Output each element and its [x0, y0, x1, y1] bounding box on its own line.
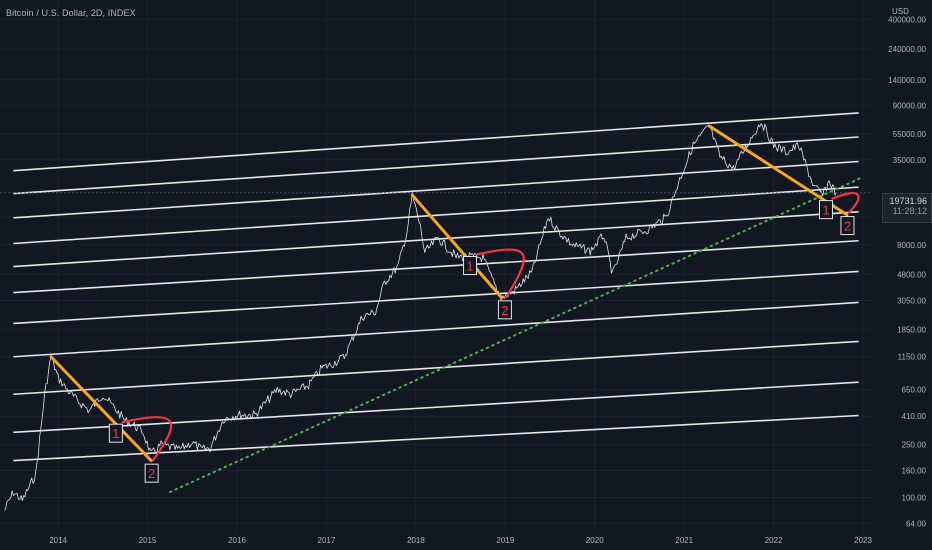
channel-line	[13, 112, 859, 172]
countdown-timer: 11:28:12	[892, 206, 927, 216]
channel-lines	[13, 112, 859, 462]
support-line	[168, 175, 865, 494]
price-tick-label: 1850.00	[897, 325, 926, 334]
channel-line	[13, 270, 859, 325]
channel-line	[13, 301, 859, 358]
grid	[0, 0, 872, 532]
annotation-label: 1	[466, 259, 473, 274]
channel-line	[13, 186, 859, 245]
annotation-label: 1	[822, 203, 829, 218]
correction-curve	[475, 248, 525, 298]
annotation-box	[144, 463, 159, 483]
downtrend-lines	[49, 124, 849, 463]
price-tick-label: 55000.00	[893, 130, 927, 139]
price-tick-label: 4800.00	[897, 270, 926, 279]
annotation-box	[818, 200, 833, 220]
time-tick-label: 2017	[318, 536, 336, 545]
price-tick-label: 160.00	[902, 466, 927, 475]
currency-label: USD	[892, 7, 909, 16]
time-tick-label: 2018	[407, 536, 425, 545]
channel-line	[13, 211, 859, 268]
price-tick-label: 100.00	[902, 494, 927, 503]
time-tick-label: 2015	[139, 536, 157, 545]
price-tick-label: 90000.00	[893, 101, 927, 110]
channel-line	[13, 239, 859, 294]
price-tick-label: 250.00	[902, 441, 927, 450]
current-price-value: 19731.96	[889, 196, 927, 206]
price-tick-label: 140000.00	[888, 76, 926, 85]
price-tick-label: 8000.00	[897, 241, 926, 250]
time-tick-label: 2021	[675, 536, 693, 545]
channel-line	[13, 414, 859, 462]
downtrend-line	[410, 193, 504, 300]
time-tick-label: 2022	[765, 536, 783, 545]
correction-curve	[121, 416, 172, 462]
downtrend-line	[49, 355, 153, 463]
channel-line	[13, 136, 859, 195]
price-tick-label: 35000.00	[893, 156, 927, 165]
time-tick-label: 2019	[496, 536, 514, 545]
channel-line	[13, 381, 859, 434]
annotation-box	[463, 256, 478, 276]
chart-title: Bitcoin / U.S. Dollar, 2D, INDEX	[6, 8, 136, 18]
annotation-box	[108, 423, 123, 443]
time-tick-label: 2020	[586, 536, 604, 545]
price-line	[4, 123, 837, 511]
annotation-label: 2	[501, 303, 508, 318]
channel-line	[13, 160, 859, 219]
time-tick-label: 2014	[49, 536, 67, 545]
price-tick-label: 650.00	[902, 386, 927, 395]
price-series	[0, 123, 872, 511]
annotation-label: 1	[112, 426, 119, 441]
support-line	[168, 175, 865, 494]
time-axis: 2014 2015 2016 2017 2018 2019 2020 2021 2022 2023	[49, 536, 872, 545]
correction-curve	[831, 192, 860, 214]
downtrend-line	[707, 124, 849, 217]
annotation-box	[840, 216, 855, 236]
channel-line	[13, 340, 859, 396]
price-tick-label: 400000.00	[888, 15, 926, 24]
price-tick-label: 3050.00	[897, 297, 926, 306]
price-tick-label: 410.00	[902, 412, 927, 421]
price-tick-label: 240000.00	[888, 45, 926, 54]
annotation-label: 2	[148, 466, 155, 481]
time-tick-label: 2023	[854, 536, 872, 545]
time-tick-label: 2016	[228, 536, 246, 545]
price-tick-label: 64.00	[906, 519, 927, 528]
annotation-label: 2	[844, 219, 851, 234]
annotation-box	[497, 300, 512, 320]
current-price-label: 19731.96 11:28:12	[882, 193, 932, 223]
price-tick-label: 1150.00	[898, 353, 927, 362]
